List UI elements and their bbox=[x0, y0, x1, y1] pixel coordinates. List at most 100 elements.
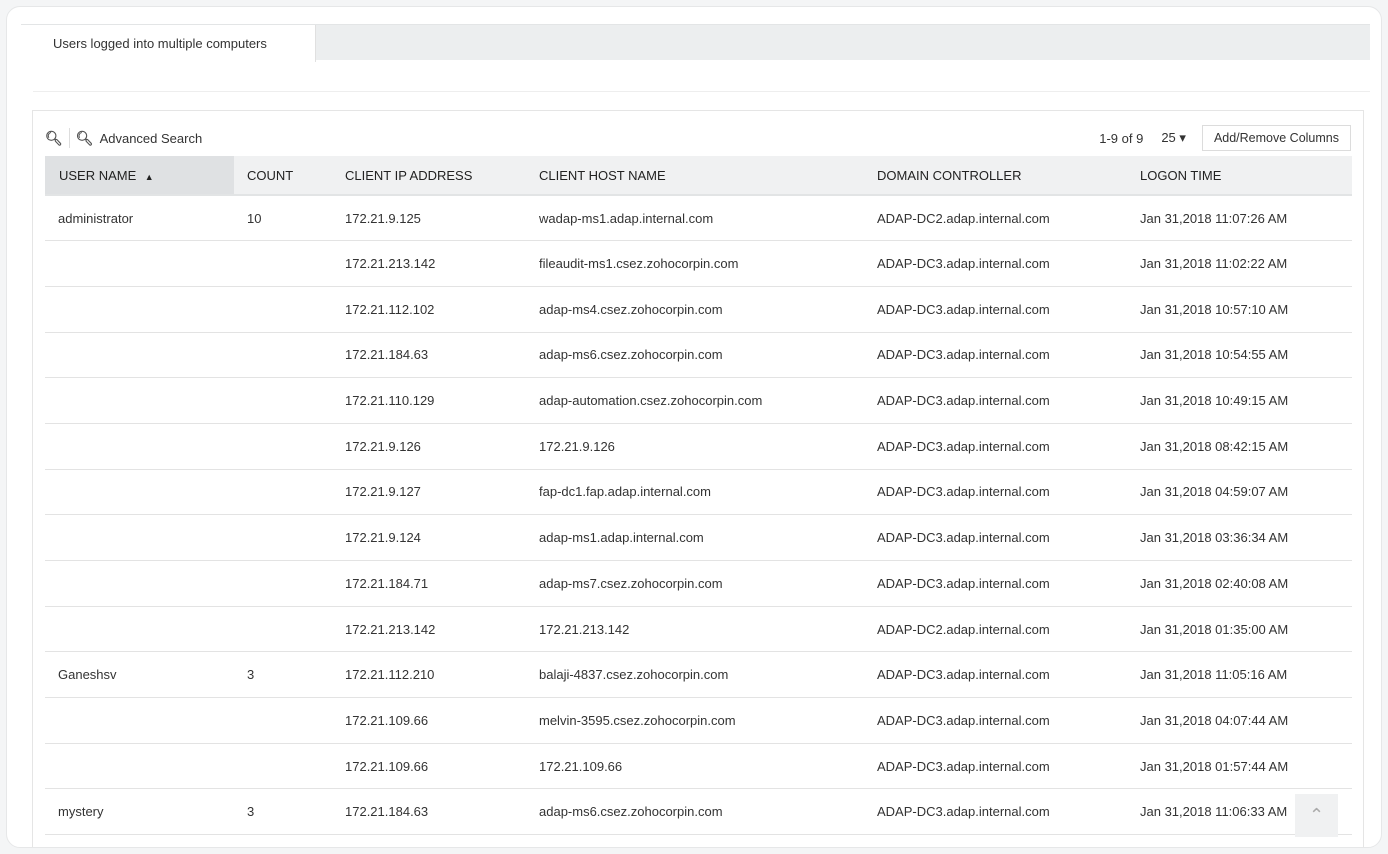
table-row: 172.21.213.142 172.21.213.142 ADAP-DC2.ada… bbox=[45, 606, 1352, 653]
table-cell: 172.21.213.142 bbox=[332, 240, 526, 287]
table-cell: ADAP-DC3.adap.internal.com bbox=[864, 332, 1127, 379]
table-cell: 172.21.9.126 bbox=[526, 423, 864, 470]
column-header-label: CLIENT IP ADDRESS bbox=[345, 167, 473, 183]
table-cell: Jan 31,2018 03:36:34 AM bbox=[1127, 514, 1352, 561]
column-header-label: COUNT bbox=[247, 167, 294, 183]
table-cell bbox=[45, 377, 234, 424]
table-cell: adap-ms7.csez.zohocorpin.com bbox=[526, 560, 864, 607]
table-cell: ADAP-DC3.adap.internal.com bbox=[864, 560, 1127, 607]
table-cell: balaji-4837.csez.zohocorpin.com bbox=[526, 651, 864, 699]
table-cell: 172.21.213.142 bbox=[332, 606, 526, 653]
table-cell: ADAP-DC3.adap.internal.com bbox=[864, 469, 1127, 516]
table-cell: 172.21.9.124 bbox=[332, 514, 526, 561]
table-cell: Jan 31,2018 04:07:44 AM bbox=[1127, 697, 1352, 744]
table-cell: Jan 31,2018 01:35:00 AM bbox=[1127, 606, 1352, 653]
column-header-user-name[interactable]: USER NAME ▲ bbox=[45, 156, 234, 196]
table-cell: 172.21.213.142 bbox=[526, 606, 864, 653]
table-cell: mystery bbox=[45, 788, 234, 836]
table-cell bbox=[234, 332, 332, 379]
table-cell: melvin-3595.csez.zohocorpin.com bbox=[526, 697, 864, 744]
table-row: 172.21.109.66 melvin-3595.csez.zohocorpin… bbox=[45, 697, 1352, 744]
table-cell: administrator bbox=[45, 195, 234, 242]
table-cell: ADAP-DC3.adap.internal.com bbox=[864, 788, 1127, 836]
pagination-info: 1-9 of 9 bbox=[1099, 130, 1144, 146]
table-cell: adap-ms6.csez.zohocorpin.com bbox=[526, 332, 864, 379]
report-panel: 🔍︎ 🔍︎ Advanced Search 1-9 of 9 25 ▾ Add/… bbox=[32, 110, 1364, 847]
table-cell bbox=[45, 560, 234, 607]
table-cell: ADAP-DC3.adap.internal.com bbox=[864, 743, 1127, 790]
table-cell: 172.21.109.66 bbox=[526, 743, 864, 790]
column-header-logon-time[interactable]: LOGON TIME bbox=[1127, 156, 1352, 196]
table-cell: ADAP-DC3.adap.internal.com bbox=[864, 423, 1127, 470]
table-cell bbox=[234, 697, 332, 744]
table-cell bbox=[45, 469, 234, 516]
table-cell: Ganeshsv bbox=[45, 651, 234, 699]
table-cell bbox=[234, 286, 332, 333]
table-cell: Jan 31,2018 11:02:22 AM bbox=[1127, 240, 1352, 287]
divider bbox=[68, 128, 70, 148]
table-row: 172.21.9.124 adap-ms1.adap.internal.com AD… bbox=[45, 514, 1352, 561]
column-header-label: USER NAME bbox=[59, 167, 137, 183]
tab-bar: Users logged into multiple computers bbox=[21, 24, 1370, 62]
per-page-select[interactable]: 25 ▾ bbox=[1161, 130, 1186, 146]
table-cell: wadap-ms1.adap.internal.com bbox=[526, 195, 864, 242]
table-cell: 172.21.110.129 bbox=[332, 377, 526, 424]
table-cell: 172.21.9.126 bbox=[332, 423, 526, 470]
table-cell bbox=[234, 377, 332, 424]
table-cell bbox=[45, 332, 234, 379]
table-cell bbox=[45, 514, 234, 561]
report-card: Users logged into multiple computers 🔍︎ … bbox=[6, 6, 1382, 848]
table-cell: ADAP-DC2.adap.internal.com bbox=[864, 195, 1127, 242]
scroll-to-top-button[interactable]: ⌃ bbox=[1295, 794, 1338, 837]
sort-ascending-icon: ▲ bbox=[142, 171, 154, 182]
tab-users-logged-into-multiple-computers[interactable]: Users logged into multiple computers bbox=[21, 25, 316, 62]
table-cell: ADAP-DC3.adap.internal.com bbox=[864, 651, 1127, 699]
table-cell bbox=[45, 743, 234, 790]
table-cell bbox=[234, 423, 332, 470]
table-cell bbox=[45, 423, 234, 470]
table-cell: 10 bbox=[234, 195, 332, 242]
table-cell: Jan 31,2018 11:07:26 AM bbox=[1127, 195, 1352, 242]
table-cell bbox=[234, 514, 332, 561]
advanced-search-link[interactable]: Advanced Search bbox=[99, 130, 203, 146]
table-cell bbox=[234, 240, 332, 287]
column-header-client-ip-address[interactable]: CLIENT IP ADDRESS bbox=[332, 156, 526, 196]
table-row: Ganeshsv 3 172.21.112.210 balaji-4837.csez.… bbox=[45, 651, 1352, 699]
column-header-client-host-name[interactable]: CLIENT HOST NAME bbox=[526, 156, 864, 196]
table-cell: 172.21.184.63 bbox=[332, 332, 526, 379]
table-row: administrator 10 172.21.9.125 wadap-ms1.ada… bbox=[45, 195, 1352, 242]
per-page-value: 25 bbox=[1161, 130, 1176, 145]
table-cell: 172.21.112.102 bbox=[332, 286, 526, 333]
search-icon[interactable]: 🔍︎ bbox=[45, 129, 63, 146]
table-cell: adap-ms1.adap.internal.com bbox=[526, 514, 864, 561]
table-cell: 172.21.9.125 bbox=[332, 195, 526, 242]
table-cell: ADAP-DC3.adap.internal.com bbox=[864, 377, 1127, 424]
toolbar: 🔍︎ 🔍︎ Advanced Search 1-9 of 9 25 ▾ Add/… bbox=[45, 125, 1351, 151]
table-cell: Jan 31,2018 02:40:08 AM bbox=[1127, 560, 1352, 607]
caret-down-icon: ▾ bbox=[1179, 130, 1186, 145]
table-cell bbox=[234, 560, 332, 607]
table-cell bbox=[45, 240, 234, 287]
column-header-count[interactable]: COUNT bbox=[234, 156, 332, 196]
table-row: 172.21.184.63 adap-ms6.csez.zohocorpin.co… bbox=[45, 332, 1352, 379]
table-row: 172.21.184.71 adap-ms7.csez.zohocorpin.co… bbox=[45, 560, 1352, 607]
table-cell: Jan 31,2018 10:54:55 AM bbox=[1127, 332, 1352, 379]
table-cell: adap-automation.csez.zohocorpin.com bbox=[526, 377, 864, 424]
table-cell: fap-dc1.fap.adap.internal.com bbox=[526, 469, 864, 516]
column-header-label: CLIENT HOST NAME bbox=[539, 167, 666, 183]
column-header-domain-controller[interactable]: DOMAIN CONTROLLER bbox=[864, 156, 1127, 196]
add-remove-columns-button[interactable]: Add/Remove Columns bbox=[1201, 125, 1351, 151]
table-cell bbox=[234, 606, 332, 653]
table-cell: 3 bbox=[234, 651, 332, 699]
divider bbox=[33, 91, 1370, 92]
table-row: 172.21.112.102 adap-ms4.csez.zohocorpin.c… bbox=[45, 286, 1352, 333]
table-cell: 172.21.109.66 bbox=[332, 743, 526, 790]
table-cell: ADAP-DC3.adap.internal.com bbox=[864, 240, 1127, 287]
table-cell bbox=[45, 697, 234, 744]
search-plus-icon[interactable]: 🔍︎ bbox=[75, 129, 94, 146]
table-cell: ADAP-DC3.adap.internal.com bbox=[864, 514, 1127, 561]
table-row: 172.21.109.66 172.21.109.66 ADAP-DC3.adap.… bbox=[45, 743, 1352, 790]
table-cell: Jan 31,2018 04:59:07 AM bbox=[1127, 469, 1352, 516]
column-header-label: DOMAIN CONTROLLER bbox=[877, 167, 1022, 183]
table-cell bbox=[45, 286, 234, 333]
